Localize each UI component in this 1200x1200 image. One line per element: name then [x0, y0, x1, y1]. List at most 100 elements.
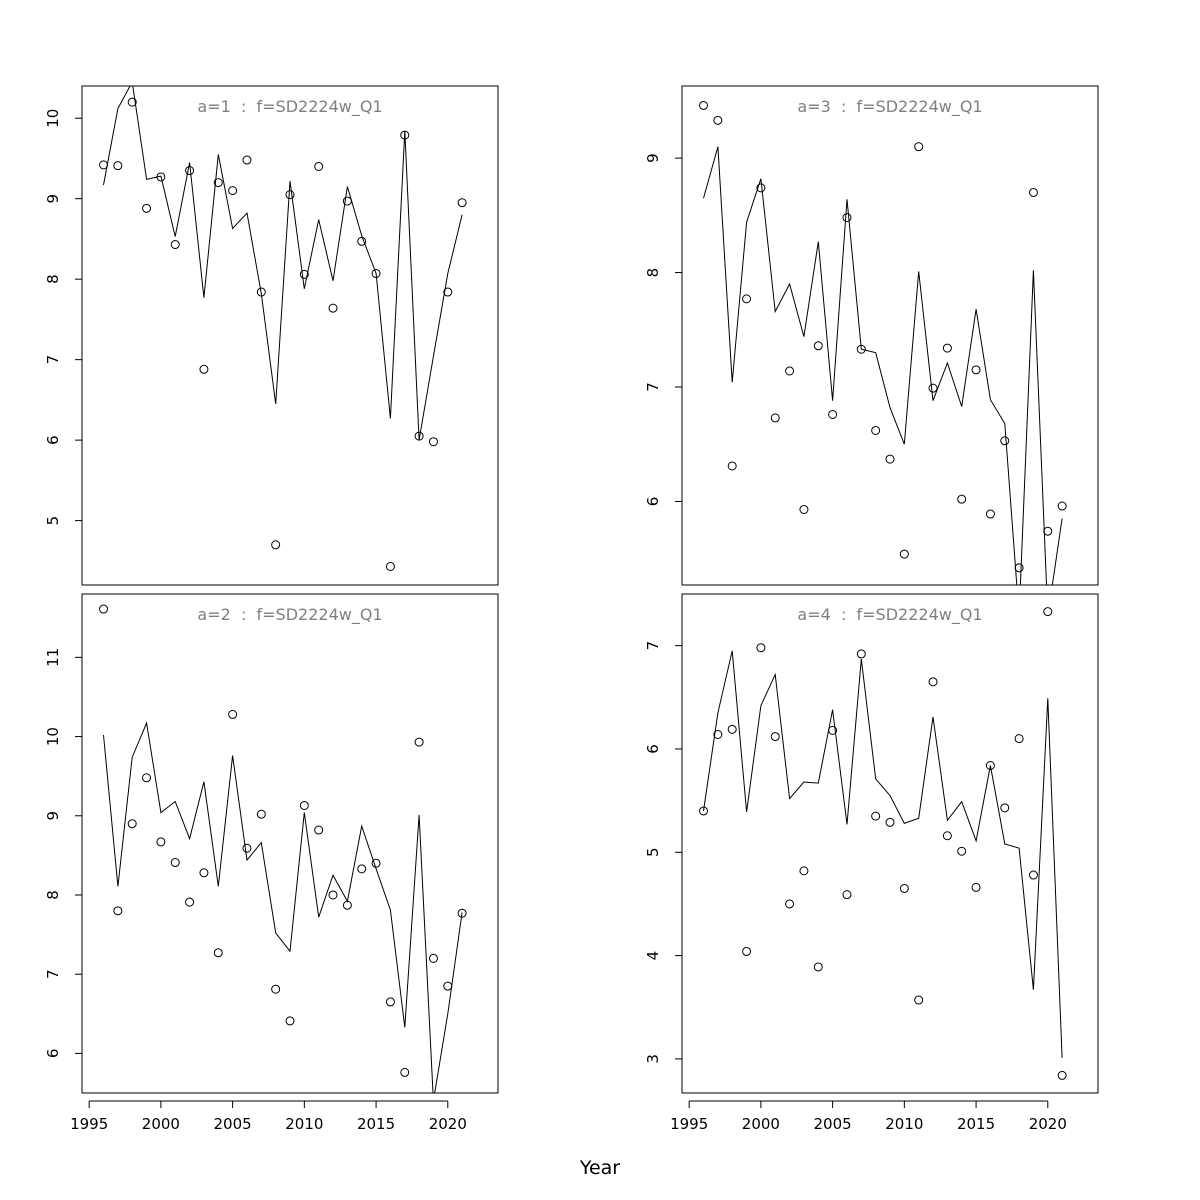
data-point [785, 899, 795, 909]
data-point [228, 186, 238, 196]
data-point [928, 383, 938, 393]
data-point [885, 454, 895, 464]
data-point [113, 906, 123, 916]
data-point [457, 198, 467, 208]
panel-frame [81, 85, 499, 586]
data-point [770, 732, 780, 742]
y-tick-label: 6 [644, 497, 662, 507]
panel-title: a=4 : f=SD2224w_Q1 [797, 605, 982, 625]
data-point [785, 366, 795, 376]
y-tick-label: 8 [644, 268, 662, 278]
data-point [756, 183, 766, 193]
data-point [242, 843, 252, 853]
x-tick-label: 2000 [142, 1115, 180, 1133]
data-point [342, 900, 352, 910]
data-point [871, 425, 881, 435]
data-point [457, 908, 467, 918]
data-point [914, 142, 924, 152]
data-point [942, 343, 952, 353]
data-point [914, 995, 924, 1005]
data-point [156, 837, 166, 847]
y-tick-label: 7 [644, 641, 662, 651]
data-point [314, 825, 324, 835]
x-tick-label: 2015 [957, 1115, 995, 1133]
data-point [928, 677, 938, 687]
x-tick-label: 2010 [885, 1115, 923, 1133]
panel-frame [81, 593, 499, 1094]
y-tick-label: 8 [44, 890, 62, 900]
data-point [1043, 607, 1053, 617]
data-point [400, 1067, 410, 1077]
data-point [727, 724, 737, 734]
data-point [299, 269, 309, 279]
x-tick-label: 2000 [742, 1115, 780, 1133]
data-point [813, 341, 823, 351]
fitted-line [703, 650, 1063, 1058]
data-point [1014, 734, 1024, 744]
data-point [899, 549, 909, 559]
y-tick-label: 9 [44, 194, 62, 204]
fitted-line [703, 146, 1063, 585]
data-point [957, 846, 967, 856]
data-point [957, 494, 967, 504]
data-point [1028, 187, 1038, 197]
fitted-line [103, 86, 463, 441]
data-point [899, 883, 909, 893]
data-point [228, 709, 238, 719]
y-tick-label: 6 [44, 1049, 62, 1059]
data-point [699, 806, 709, 816]
data-point [170, 240, 180, 250]
data-point [285, 190, 295, 200]
y-tick-label: 10 [44, 109, 62, 128]
data-point [985, 509, 995, 519]
data-point [328, 303, 338, 313]
data-point [799, 504, 809, 514]
y-tick-label: 7 [644, 382, 662, 392]
x-axis-label: Year [579, 1157, 620, 1179]
x-tick-label: 2015 [357, 1115, 395, 1133]
data-point [299, 800, 309, 810]
data-point [885, 817, 895, 827]
x-tick-label: 2005 [214, 1115, 252, 1133]
data-point [185, 897, 195, 907]
data-point [1028, 870, 1038, 880]
x-tick-label: 2020 [1029, 1115, 1067, 1133]
data-point [713, 115, 723, 125]
panel-frame [681, 85, 1099, 586]
x-tick-label: 2010 [285, 1115, 323, 1133]
data-point [213, 948, 223, 958]
data-point [1057, 1070, 1067, 1080]
data-point [1057, 501, 1067, 511]
panel-title: a=1 : f=SD2224w_Q1 [197, 97, 382, 117]
data-point [385, 997, 395, 1007]
data-point [242, 155, 252, 165]
data-point [199, 364, 209, 374]
y-tick-label: 9 [644, 153, 662, 163]
data-point [285, 1016, 295, 1026]
data-point [971, 882, 981, 892]
data-point [199, 868, 209, 878]
panel-frame [681, 593, 1099, 1094]
data-point [856, 649, 866, 659]
data-point [357, 236, 367, 246]
data-point [357, 864, 367, 874]
data-point [1000, 803, 1010, 813]
data-point [971, 365, 981, 375]
data-point [142, 203, 152, 213]
data-point [142, 773, 152, 783]
y-tick-label: 6 [644, 744, 662, 754]
y-tick-label: 5 [644, 848, 662, 858]
data-point [314, 161, 324, 171]
panel-1: a=1 : f=SD2224w_Q1 5 6 7 8 9 10 [44, 85, 499, 586]
data-point [256, 809, 266, 819]
panel-2: a=3 : f=SD2224w_Q1 6 7 8 9 [644, 85, 1099, 586]
data-point [813, 962, 823, 972]
fitted-line [103, 721, 463, 1093]
data-point [942, 831, 952, 841]
data-point [414, 737, 424, 747]
data-point [828, 409, 838, 419]
data-point [271, 540, 281, 550]
data-point [271, 984, 281, 994]
data-point [443, 981, 453, 991]
data-point [742, 294, 752, 304]
